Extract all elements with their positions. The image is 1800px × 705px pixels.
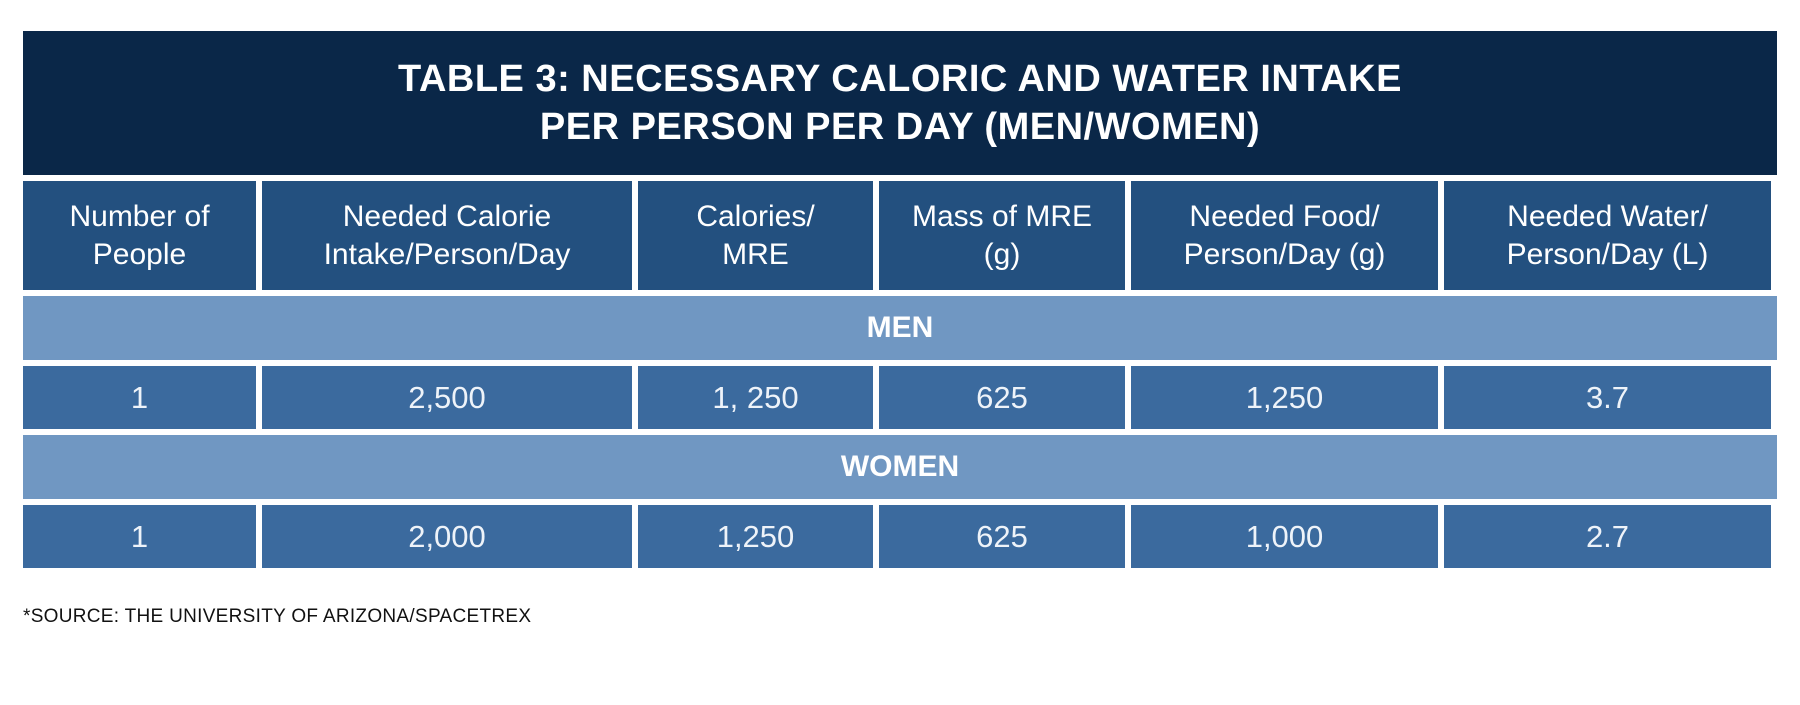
header-line: Intake/Person/Day: [323, 237, 571, 271]
header-line: People: [92, 237, 187, 271]
table-cell: 625: [879, 366, 1125, 429]
table-cell: 1: [23, 505, 256, 568]
header-line: (g): [983, 237, 1021, 271]
table-cell: 1,250: [1131, 366, 1438, 429]
column-header: Calories/MRE: [638, 181, 873, 290]
header-row: Number of People Needed Calorie Intake/Pers…: [23, 181, 1777, 290]
title-line-1: TABLE 3: NECESSARY CALORIC AND WATER INT…: [398, 58, 1402, 100]
intake-table: TABLE 3: NECESSARY CALORIC AND WATER INT…: [23, 31, 1777, 568]
header-line: MRE: [722, 237, 789, 271]
table-title: TABLE 3: NECESSARY CALORIC AND WATER INT…: [23, 31, 1777, 175]
header-line: Number of: [69, 199, 210, 233]
table-cell: 2,000: [262, 505, 632, 568]
column-header: Mass of MRE (g): [879, 181, 1125, 290]
title-line-2: PER PERSON PER DAY (MEN/WOMEN): [539, 106, 1261, 148]
column-header: Needed Water/Person/Day (L): [1444, 181, 1771, 290]
group-header-men: MEN: [23, 296, 1777, 360]
header-line: Needed Food/: [1189, 199, 1380, 233]
group-header-women: WOMEN: [23, 435, 1777, 499]
table-cell: 625: [879, 505, 1125, 568]
table-cell: 2.7: [1444, 505, 1771, 568]
header-line: Calories/: [696, 199, 815, 233]
table-cell: 3.7: [1444, 366, 1771, 429]
table-cell: 1, 250: [638, 366, 873, 429]
column-header: Needed Food/Person/Day (g): [1131, 181, 1438, 290]
table-cell: 1: [23, 366, 256, 429]
header-line: Needed Water/: [1507, 199, 1708, 233]
header-line: Person/Day (L): [1506, 237, 1709, 271]
table-row: 1 2,500 1, 250 625 1,250 3.7: [23, 366, 1777, 429]
table-cell: 2,500: [262, 366, 632, 429]
column-header: Needed Calorie Intake/Person/Day: [262, 181, 632, 290]
header-line: Needed Calorie: [342, 199, 552, 233]
column-header: Number of People: [23, 181, 256, 290]
header-line: Mass of MRE: [911, 199, 1093, 233]
header-line: Person/Day (g): [1183, 237, 1386, 271]
table-row: 1 2,000 1,250 625 1,000 2.7: [23, 505, 1777, 568]
table-cell: 1,250: [638, 505, 873, 568]
table-cell: 1,000: [1131, 505, 1438, 568]
source-note: *SOURCE: THE UNIVERSITY OF ARIZONA/SPACE…: [23, 606, 532, 627]
